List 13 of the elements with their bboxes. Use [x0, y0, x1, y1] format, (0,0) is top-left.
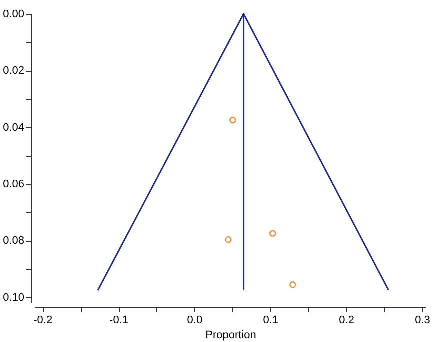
x-tick-label: 0.1	[263, 314, 279, 326]
y-tick-label: 0.10	[3, 292, 24, 304]
y-tick-label: 0.00	[3, 8, 24, 20]
y-tick-label: 0.08	[3, 235, 24, 248]
x-tick-label: 0.0	[187, 314, 203, 326]
y-tick-label: 0.06	[3, 178, 24, 190]
x-axis-title: Proportion	[206, 330, 256, 342]
x-tick-label: -0.2	[34, 314, 53, 326]
x-tick-label: 0.3	[415, 314, 430, 326]
x-tick-label: 0.2	[339, 314, 354, 326]
y-tick-label: 0.04	[3, 122, 24, 134]
y-tick-label: 0.02	[3, 65, 24, 78]
x-tick-label: -0.1	[110, 314, 128, 326]
